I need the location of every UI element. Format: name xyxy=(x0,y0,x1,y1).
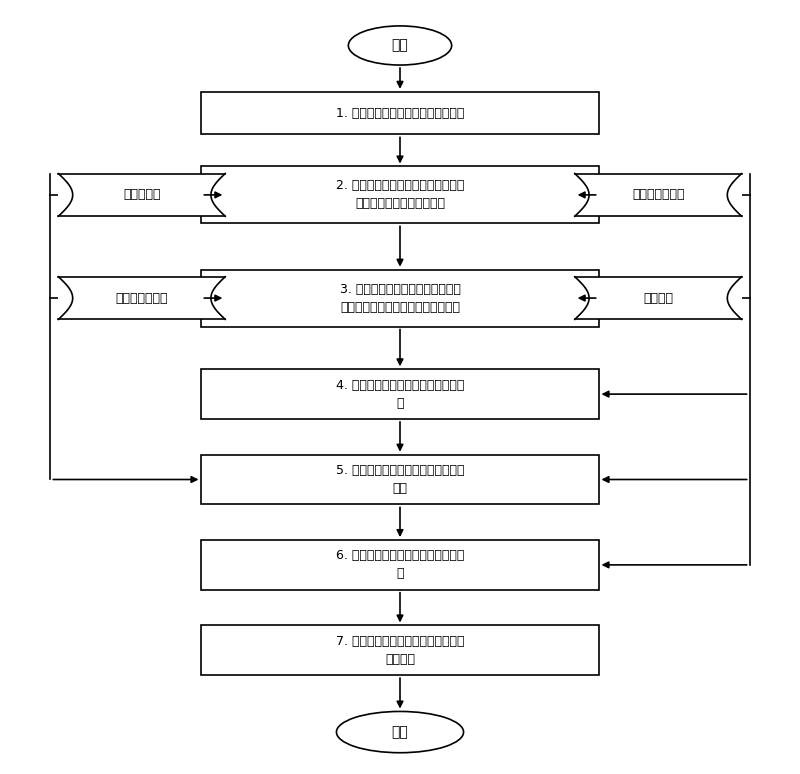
FancyBboxPatch shape xyxy=(574,277,742,320)
FancyBboxPatch shape xyxy=(202,540,598,590)
Text: 控制流图: 控制流图 xyxy=(643,292,673,304)
Text: 5. 为每个可还原程序块找出最优还原
路径: 5. 为每个可还原程序块找出最优还原 路径 xyxy=(336,464,464,495)
Ellipse shape xyxy=(348,26,452,65)
Text: 6. 在每个可还原程序块中插入容错指
令: 6. 在每个可还原程序块中插入容错指 令 xyxy=(336,550,464,580)
FancyBboxPatch shape xyxy=(202,625,598,675)
FancyBboxPatch shape xyxy=(202,269,598,327)
FancyBboxPatch shape xyxy=(202,454,598,505)
Text: 数据指令关联表: 数据指令关联表 xyxy=(632,188,685,201)
Text: 1. 遍历源程序，对源程序进行预处理: 1. 遍历源程序，对源程序进行预处理 xyxy=(336,107,464,119)
FancyBboxPatch shape xyxy=(202,369,598,419)
Ellipse shape xyxy=(337,711,463,753)
Text: 2. 找出源程序中的原子数据，构造原
子数据表和数据指令关联表: 2. 找出源程序中的原子数据，构造原 子数据表和数据指令关联表 xyxy=(336,180,464,211)
Text: 3. 将源程序划分为若干可还原程序
块，构造可还原程序块表和控制流图: 3. 将源程序划分为若干可还原程序 块，构造可还原程序块表和控制流图 xyxy=(339,283,461,313)
FancyBboxPatch shape xyxy=(58,277,226,320)
FancyBboxPatch shape xyxy=(58,173,226,216)
FancyBboxPatch shape xyxy=(202,166,598,224)
Text: 原子数据表: 原子数据表 xyxy=(123,188,161,201)
Text: 结束: 结束 xyxy=(392,725,408,739)
Text: 4. 为每个可还原程序块构造运算关系
图: 4. 为每个可还原程序块构造运算关系 图 xyxy=(336,378,464,409)
FancyBboxPatch shape xyxy=(202,91,598,135)
FancyBboxPatch shape xyxy=(574,173,742,216)
Text: 开始: 开始 xyxy=(392,39,408,53)
Text: 7. 将插入容错指令后的源程序编译为
目标代码: 7. 将插入容错指令后的源程序编译为 目标代码 xyxy=(336,635,464,666)
Text: 可还原程序块表: 可还原程序块表 xyxy=(115,292,168,304)
